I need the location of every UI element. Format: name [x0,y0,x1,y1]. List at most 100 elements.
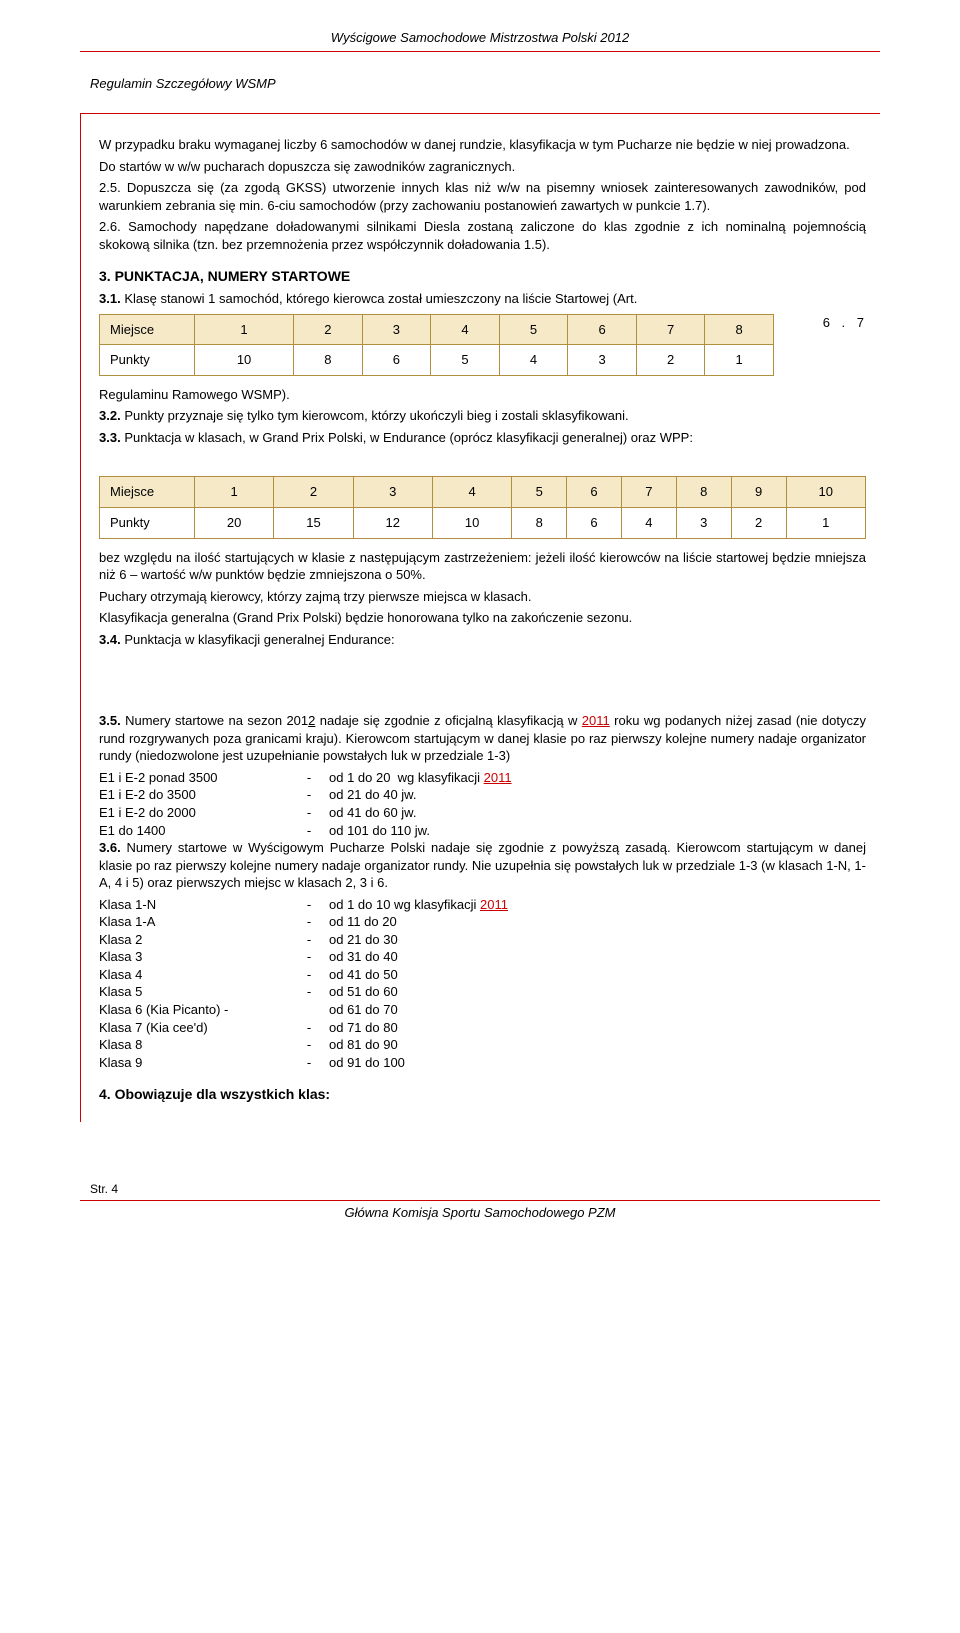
cell: 4 [499,345,568,376]
cell: 8 [705,314,774,345]
list-col-c: od 51 do 60 [329,983,398,1001]
text: Numery startowe na sezon 2012 nadaje się… [125,713,582,728]
cell: 6 [568,314,637,345]
paragraph: Regulaminu Ramowego WSMP). [99,386,866,404]
cell: 12 [353,508,432,539]
bold-label: 3.2. [99,408,121,423]
cell: 3 [676,508,731,539]
points-table-2: Miejsce 1 2 3 4 5 6 7 8 9 10 Punkty 20 1… [99,476,866,538]
list-col-b: - [289,822,329,840]
list-item: Klasa 7 (Kia cee'd)-od 71 do 80 [99,1019,866,1037]
paragraph-3-3: 3.3. Punktacja w klasach, w Grand Prix P… [99,429,866,447]
bold-label: 3.3. [99,430,121,445]
list-col-c: od 21 do 40 jw. [329,786,416,804]
list-col-c: od 11 do 20 [329,913,397,931]
table-row: Punkty 20 15 12 10 8 6 4 3 2 1 [100,508,866,539]
cell: Punkty [100,508,195,539]
list-col-a: Klasa 1-N [99,896,289,914]
cell: 2 [636,345,705,376]
cell: 20 [195,508,274,539]
cell: 5 [431,345,500,376]
points-table-1: Miejsce 1 2 3 4 5 6 7 8 Punkty 10 8 6 5 … [99,314,774,376]
section-heading-3: 3. PUNKTACJA, NUMERY STARTOWE [99,267,866,286]
list-col-b: - [289,896,329,914]
list-col-a: Klasa 6 (Kia Picanto) - [99,1001,289,1019]
list-item: Klasa 4-od 41 do 50 [99,966,866,984]
list-col-b: - [289,786,329,804]
cell: 5 [512,477,567,508]
cell: 3 [568,345,637,376]
list-col-b: - [289,769,329,787]
list-item: E1 do 1400-od 101 do 110 jw. [99,822,866,840]
paragraph-3-1: 3.1. Klasę stanowi 1 samochód, którego k… [99,290,866,308]
cell: 8 [512,508,567,539]
cell: 1 [195,314,294,345]
paragraph: Klasyfikacja generalna (Grand Prix Polsk… [99,609,866,627]
list-col-c: od 41 do 50 [329,966,398,984]
list-col-b: - [289,931,329,949]
list-col-a: Klasa 4 [99,966,289,984]
range-list-35: E1 i E-2 ponad 3500-od 1 do 20 wg klasyf… [99,769,866,839]
list-col-c: od 41 do 60 jw. [329,804,416,822]
cell: 6 [567,477,622,508]
paragraph-3-4: 3.4. Punktacja w klasyfikacji generalnej… [99,631,866,649]
bold-label: 3.4. [99,632,121,647]
content-frame: W przypadku braku wymaganej liczby 6 sam… [80,113,880,1122]
list-col-b: - [289,948,329,966]
bold-label: 3.5. [99,713,121,728]
list-col-c: od 21 do 30 [329,931,398,949]
page-number: Str. 4 [90,1182,880,1196]
list-item: E1 i E-2 do 2000-od 41 do 60 jw. [99,804,866,822]
cell: Punkty [100,345,195,376]
list-col-a: Klasa 8 [99,1036,289,1054]
list-col-b: - [289,966,329,984]
text: Numery startowe w Wyścigowym Pucharze Po… [99,840,866,890]
cell: 7 [636,314,705,345]
list-col-c: od 31 do 40 [329,948,398,966]
list-item: Klasa 6 (Kia Picanto) - od 61 do 70 [99,1001,866,1019]
cell: 10 [432,508,511,539]
list-col-b: - [289,983,329,1001]
list-col-b: - [289,913,329,931]
list-col-b: - [289,1054,329,1072]
list-col-a: Klasa 7 (Kia cee'd) [99,1019,289,1037]
bold-label: 3.1. [99,291,121,306]
paragraph: bez względu na ilość startujących w klas… [99,549,866,584]
list-item: E1 i E-2 do 3500-od 21 do 40 jw. [99,786,866,804]
list-col-c: od 61 do 70 [329,1001,398,1019]
cell: 2 [731,508,786,539]
cell: Miejsce [100,477,195,508]
list-col-a: Klasa 2 [99,931,289,949]
side-note-67: 6 . 7 [823,314,868,332]
page: Wyścigowe Samochodowe Mistrzostwa Polski… [0,0,960,1260]
cell: 6 [362,345,431,376]
list-col-a: Klasa 5 [99,983,289,1001]
cell: 6 [567,508,622,539]
list-item: E1 i E-2 ponad 3500-od 1 do 20 wg klasyf… [99,769,866,787]
table-1-wrapper: 6 . 7 Miejsce 1 2 3 4 5 6 7 8 Punkty 10 … [99,314,866,376]
list-item: Klasa 8-od 81 do 90 [99,1036,866,1054]
list-col-c: od 91 do 100 [329,1054,405,1072]
list-item: Klasa 1-A-od 11 do 20 [99,913,866,931]
list-col-b [289,1001,329,1019]
cell: 1 [786,508,865,539]
list-col-b: - [289,1019,329,1037]
paragraph: Puchary otrzymają kierowcy, którzy zajmą… [99,588,866,606]
list-item: Klasa 9-od 91 do 100 [99,1054,866,1072]
cell: 3 [353,477,432,508]
cell: 4 [432,477,511,508]
list-col-a: Klasa 3 [99,948,289,966]
cell: 4 [621,508,676,539]
text: Punkty przyznaje się tylko tym kierowcom… [124,408,628,423]
list-item: Klasa 5-od 51 do 60 [99,983,866,1001]
cell: 10 [195,345,294,376]
range-list-36: Klasa 1-N-od 1 do 10 wg klasyfikacji 201… [99,896,866,1071]
bold-label: 3.6. [99,840,121,855]
cell: Miejsce [100,314,195,345]
spacer [99,652,866,712]
paragraph-3-2: 3.2. Punkty przyznaje się tylko tym kier… [99,407,866,425]
text: Klasę stanowi 1 samochód, którego kierow… [124,291,637,306]
cell: 9 [731,477,786,508]
footer-org: Główna Komisja Sportu Samochodowego PZM [80,1205,880,1220]
cell: 3 [362,314,431,345]
